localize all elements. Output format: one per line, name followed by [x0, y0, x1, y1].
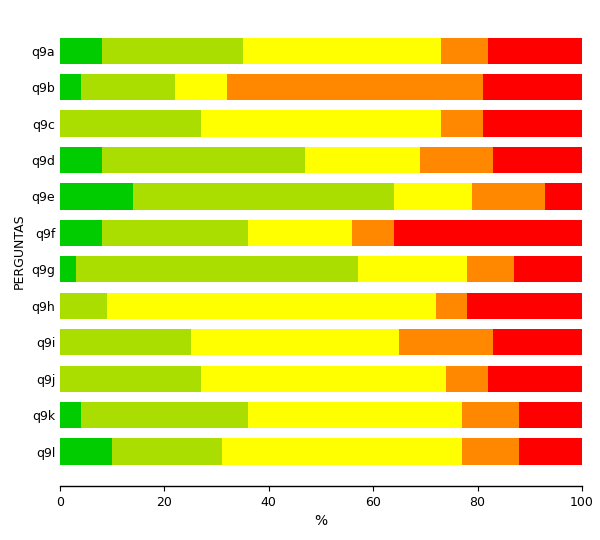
Bar: [420, 147, 493, 173]
Bar: [201, 111, 441, 137]
Bar: [248, 402, 462, 428]
Bar: [191, 329, 400, 355]
Bar: [133, 183, 394, 210]
Bar: [467, 293, 582, 319]
Bar: [305, 147, 420, 173]
Bar: [60, 183, 133, 210]
Bar: [436, 293, 467, 319]
Bar: [483, 74, 582, 100]
Bar: [545, 183, 582, 210]
Bar: [222, 438, 462, 464]
Bar: [483, 111, 582, 137]
Bar: [76, 256, 358, 282]
Bar: [102, 147, 305, 173]
Bar: [60, 366, 201, 392]
Bar: [488, 38, 582, 64]
Bar: [102, 220, 248, 246]
Bar: [60, 38, 102, 64]
Bar: [242, 38, 441, 64]
Bar: [60, 402, 81, 428]
Bar: [107, 293, 436, 319]
Bar: [60, 111, 201, 137]
Bar: [60, 74, 81, 100]
Bar: [493, 329, 582, 355]
Bar: [441, 111, 483, 137]
Bar: [520, 402, 582, 428]
Bar: [352, 220, 394, 246]
Bar: [60, 329, 191, 355]
Bar: [467, 256, 514, 282]
Bar: [472, 183, 545, 210]
Bar: [446, 366, 488, 392]
Bar: [441, 38, 488, 64]
Bar: [81, 74, 175, 100]
Bar: [81, 402, 248, 428]
Bar: [60, 293, 107, 319]
Bar: [248, 220, 352, 246]
Bar: [60, 256, 76, 282]
Bar: [60, 438, 112, 464]
Bar: [102, 38, 242, 64]
Bar: [112, 438, 222, 464]
X-axis label: %: %: [314, 514, 328, 528]
Bar: [394, 220, 582, 246]
Bar: [227, 74, 483, 100]
Bar: [400, 329, 493, 355]
Bar: [175, 74, 227, 100]
Bar: [462, 402, 520, 428]
Bar: [394, 183, 472, 210]
Bar: [201, 366, 446, 392]
Bar: [60, 147, 102, 173]
Y-axis label: PERGUNTAS: PERGUNTAS: [13, 213, 26, 289]
Bar: [520, 438, 582, 464]
Bar: [514, 256, 582, 282]
Bar: [488, 366, 582, 392]
Bar: [462, 438, 520, 464]
Bar: [493, 147, 582, 173]
Bar: [60, 220, 102, 246]
Bar: [358, 256, 467, 282]
